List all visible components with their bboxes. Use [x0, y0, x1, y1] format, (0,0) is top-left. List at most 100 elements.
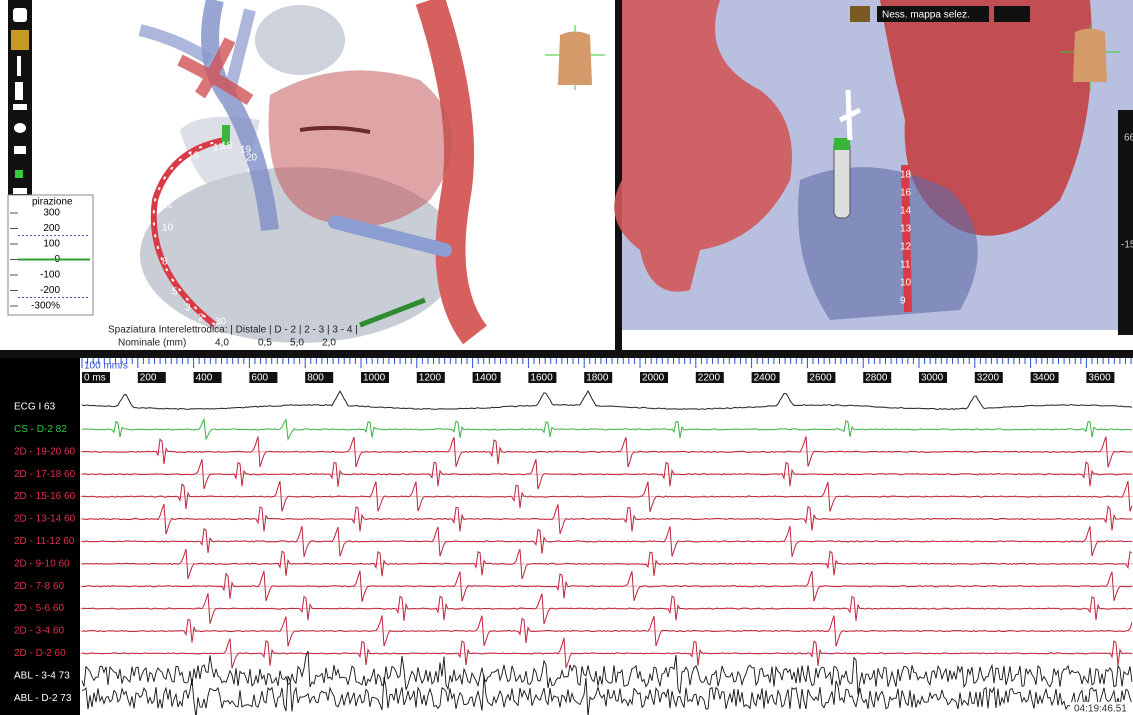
- electrode-label: 3: [185, 303, 191, 314]
- aorta: [415, 0, 488, 345]
- tool-tag[interactable]: [15, 170, 23, 178]
- map-dropdown[interactable]: [877, 6, 989, 22]
- signal-trace: [81, 651, 1133, 695]
- widget-box: [7, 194, 94, 316]
- time-label-box: [361, 372, 389, 383]
- signal-trace: [81, 548, 1133, 580]
- scale-label: -300%: [31, 301, 60, 312]
- time-label: 3200: [977, 373, 1000, 384]
- time-label-box: [137, 372, 166, 383]
- electrode-labels: 18 16 14 13 12 11 10 9: [900, 170, 912, 307]
- channel-label: ECG I 63: [14, 402, 56, 413]
- time-label: 600: [251, 373, 268, 384]
- marker: [838, 89, 862, 141]
- trace-panel: 100 mm/s 0 ms 200 400 600 800 1000 1200 1400 160…: [0, 358, 1133, 715]
- scale-label: -100: [40, 270, 60, 281]
- time-label-box: [249, 372, 278, 383]
- channel-label: 2D - 17-18 60: [14, 469, 76, 480]
- scale-label: 300: [43, 208, 60, 219]
- tool-curve[interactable]: [15, 82, 23, 100]
- signal-trace: [81, 503, 1133, 535]
- channel-label: CS - D-2 82: [14, 424, 67, 435]
- slider-top: 66: [1124, 133, 1133, 144]
- time-label: 1000: [363, 373, 386, 384]
- ablation-tip: [222, 125, 230, 145]
- time-label-box: [974, 372, 1003, 383]
- electrode-label: 17: [213, 143, 225, 154]
- tool-erase[interactable]: [14, 146, 26, 154]
- tool-select[interactable]: [11, 30, 29, 50]
- scale-label: 200: [43, 223, 60, 234]
- vessel-red: [177, 37, 254, 105]
- valve: [299, 125, 371, 134]
- atrium-red: [880, 0, 1092, 236]
- time-label-box: [528, 372, 557, 383]
- signal-trace: [81, 436, 1133, 468]
- catheter: [901, 164, 912, 313]
- map-icon[interactable]: [850, 6, 870, 22]
- signal-trace: [81, 458, 1133, 490]
- respiration-widget: pirazione 3002001000-100-200-300%: [7, 194, 94, 316]
- scale-label: -200: [40, 285, 60, 296]
- electrode-label: 12: [900, 242, 912, 253]
- ablation-tip: [834, 138, 850, 150]
- time-label-box: [751, 372, 780, 383]
- signal-trace: [81, 570, 1133, 602]
- time-label: 2200: [698, 373, 721, 384]
- electrode-label: 19: [240, 145, 252, 156]
- channel-label: 2D - 15-16 60: [14, 491, 76, 502]
- slider-panel[interactable]: [1118, 110, 1133, 335]
- vessel: [255, 5, 345, 75]
- torso: [1073, 28, 1107, 82]
- tool-caliper[interactable]: [17, 56, 21, 76]
- electrode-label: 14: [900, 206, 912, 217]
- channel-label: 2D - 13-14 60: [14, 514, 76, 525]
- tool-point[interactable]: [14, 123, 26, 133]
- electrode-label: 16: [188, 151, 200, 162]
- sheath: [328, 215, 452, 257]
- traces: ECG I 63 CS - D-2 82 2D - 19-20 60 2D - 17-…: [14, 389, 1133, 715]
- time-label: 800: [307, 373, 324, 384]
- view-dropdown[interactable]: [994, 6, 1030, 22]
- map-select: Ness. mappa selez.: [882, 10, 970, 21]
- catheter-electrodes: [152, 139, 226, 326]
- time-label-box: [1086, 372, 1115, 383]
- time-label-box: [807, 372, 836, 383]
- electrode-label: 14: [172, 178, 184, 189]
- tool-line[interactable]: [13, 104, 27, 110]
- time-label: 1200: [419, 373, 442, 384]
- divider: [0, 350, 1133, 358]
- signal-trace: [81, 417, 1133, 441]
- electrode-label: 10: [900, 278, 912, 289]
- electrode-label: 16: [900, 188, 912, 199]
- time-label: 2400: [754, 373, 777, 384]
- electrode-label: 5: [172, 287, 178, 298]
- time-label: 2800: [865, 373, 888, 384]
- electrode-label: 2: [198, 313, 204, 324]
- tool-hand[interactable]: [13, 8, 27, 22]
- atrium: [268, 70, 453, 227]
- tool-draw[interactable]: [13, 188, 27, 194]
- time-label: 3600: [1088, 373, 1111, 384]
- time-label: 1600: [530, 373, 553, 384]
- spacing-value: 0,5: [258, 338, 272, 349]
- torso: [558, 31, 592, 85]
- tool-icons: [11, 8, 29, 194]
- electrode-label: 11: [162, 200, 173, 211]
- timestamp-bg: [1070, 702, 1133, 715]
- slider-bottom: -15: [1121, 240, 1133, 251]
- electrode-label: 20: [246, 153, 258, 164]
- electrode-label: 8: [162, 257, 168, 268]
- spacing-row-label: Nominale (mm): [118, 338, 186, 349]
- channel-label: 2D - 5-6 60: [14, 603, 64, 614]
- time-label: 1400: [475, 373, 498, 384]
- time-label-box: [584, 372, 613, 383]
- time-label: 2000: [642, 373, 665, 384]
- channel-label-column: [0, 358, 80, 715]
- electrode-label: 30: [215, 317, 227, 328]
- time-label-box: [82, 372, 110, 383]
- torso-icon: [1060, 25, 1120, 90]
